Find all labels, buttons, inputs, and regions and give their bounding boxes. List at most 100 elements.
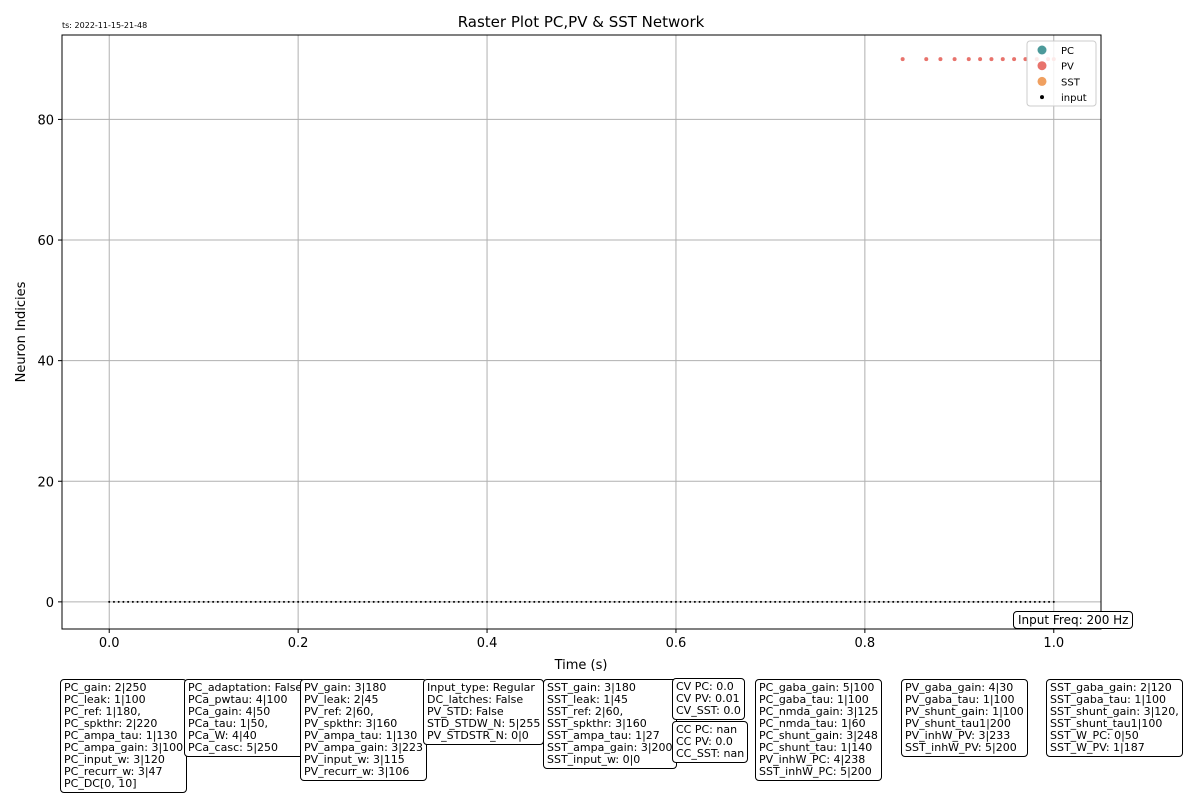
input-spike-point <box>471 600 474 603</box>
input-spike-point <box>382 600 385 603</box>
param-line: PC_ampa_tau: 1|130 <box>64 729 178 742</box>
input-spike-point <box>896 600 899 603</box>
input-spike-point <box>693 600 696 603</box>
input-spike-point <box>467 600 470 603</box>
input-spike-point <box>108 600 111 603</box>
param-line: Input_type: Regular <box>427 681 535 694</box>
input-spike-point <box>122 600 125 603</box>
input-spike-point <box>401 600 404 603</box>
input-spike-point <box>641 600 644 603</box>
input-spike-point <box>405 600 408 603</box>
input-spike-point <box>448 600 451 603</box>
param-line: PCa_gain: 4|50 <box>188 705 271 718</box>
input-spike-point <box>221 600 224 603</box>
param-box: PC_adaptation: False PCa_pwtau: 4|100 PCa_… <box>184 679 307 757</box>
input-spike-point <box>589 600 592 603</box>
param-box: Input_type: Regular DC_latches: False PV_S… <box>423 679 545 745</box>
x-axis-label: Time (s) <box>554 658 608 673</box>
input-spike-point <box>268 600 271 603</box>
input-spike-point <box>972 600 975 603</box>
input-spike-point <box>764 600 767 603</box>
param-line: PV_inhW_PV: 3|233 <box>905 729 1011 742</box>
pv-spike-point <box>1000 57 1005 62</box>
input-spike-point <box>542 600 545 603</box>
input-spike-point <box>944 600 947 603</box>
input-spike-point <box>509 600 512 603</box>
input-spike-point <box>320 600 323 603</box>
input-spike-point <box>264 600 267 603</box>
input-spike-point <box>131 600 134 603</box>
x-tick-label: 0.2 <box>288 636 309 651</box>
legend: PC PV SST input <box>1026 40 1097 107</box>
param-line: SST_spkthr: 3|160 <box>547 717 647 730</box>
input-spike-point <box>533 600 536 603</box>
input-spike-point <box>953 600 956 603</box>
legend-marker-sst <box>1037 76 1047 86</box>
input-spike-point <box>391 600 394 603</box>
input-spike-point <box>821 600 824 603</box>
input-spike-point <box>986 600 989 603</box>
input-spike-point <box>415 600 418 603</box>
input-spike-point <box>127 600 130 603</box>
input-spike-point <box>457 600 460 603</box>
input-spike-point <box>632 600 635 603</box>
param-line: SST_shunt_tau1|100 <box>1050 717 1163 730</box>
param-line: PV_gain: 3|180 <box>304 681 387 694</box>
input-spike-point <box>188 600 191 603</box>
param-line: PCa_W: 4|40 <box>188 729 257 742</box>
input-spike-point <box>915 600 918 603</box>
input-spike-point <box>160 600 163 603</box>
input-spike-point <box>759 600 762 603</box>
pv-spike-point <box>938 57 943 62</box>
input-spike-point <box>788 600 791 603</box>
input-spike-point <box>925 600 928 603</box>
input-spike-point <box>500 600 503 603</box>
input-spike-point <box>438 600 441 603</box>
y-tick-label: 60 <box>37 234 54 249</box>
pv-spike-point <box>952 57 957 62</box>
legend-label-pv: PV <box>1061 62 1074 73</box>
param-line: PC_recurr_w: 3|47 <box>64 765 163 778</box>
input-spike-point <box>712 600 715 603</box>
input-spike-point <box>164 600 167 603</box>
input-spike-point <box>750 600 753 603</box>
input-spike-point <box>571 600 574 603</box>
param-line: PV_STD: False <box>427 705 504 718</box>
y-axis-label: Neuron Indicies <box>14 281 29 382</box>
param-line: SST_input_w: 0|0 <box>547 753 641 766</box>
pv-spike-point <box>1012 57 1017 62</box>
input-spike-point <box>778 600 781 603</box>
param-line: CV PV: 0.01 <box>676 692 740 705</box>
y-tick-label: 80 <box>37 113 54 128</box>
param-line: PV_spkthr: 3|160 <box>304 717 398 730</box>
input-spike-point <box>736 600 739 603</box>
legend-marker-pv <box>1037 61 1047 71</box>
param-line: CC_SST: nan <box>676 747 745 760</box>
input-spike-point <box>259 600 262 603</box>
input-spike-point <box>726 600 729 603</box>
param-line: PC_ampa_gain: 3|100 <box>64 741 184 754</box>
param-line: PV_ampa_gain: 3|223 <box>304 741 423 754</box>
input-spike-point <box>353 600 356 603</box>
input-spike-point <box>1005 600 1008 603</box>
input-spike-point <box>330 600 333 603</box>
param-line: CC PV: 0.0 <box>676 735 733 748</box>
input-spike-point <box>646 600 649 603</box>
input-spike-point <box>481 600 484 603</box>
param-line: SST_ref: 2|60, <box>547 705 624 718</box>
input-spike-point <box>807 600 810 603</box>
param-line: STD_STDW_N: 5|255 <box>427 717 541 730</box>
param-line: PCa_casc: 5|250 <box>188 741 279 754</box>
param-line: SST_leak: 1|45 <box>547 693 629 706</box>
input-spike-point <box>854 600 857 603</box>
input-spike-point <box>717 600 720 603</box>
input-spike-point <box>731 600 734 603</box>
input-spike-point <box>273 600 276 603</box>
param-line: SST_shunt_gain: 3|120, <box>1050 705 1179 718</box>
input-spike-point <box>429 600 432 603</box>
y-tick-label: 0 <box>46 596 54 611</box>
input-spike-point <box>679 600 682 603</box>
input-spike-point <box>1019 600 1022 603</box>
input-spike-point <box>585 600 588 603</box>
